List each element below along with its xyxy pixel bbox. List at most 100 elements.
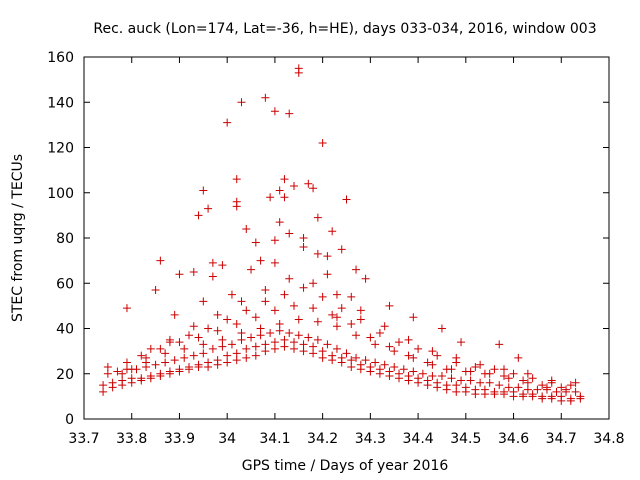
data-point <box>485 378 494 387</box>
data-point <box>347 292 356 301</box>
data-point <box>290 181 298 190</box>
data-point <box>261 340 270 349</box>
data-point <box>299 283 308 292</box>
data-point <box>504 383 513 392</box>
data-point <box>290 301 298 310</box>
data-point <box>471 362 480 371</box>
data-point <box>428 360 437 369</box>
data-point <box>385 342 394 351</box>
data-point <box>218 342 227 351</box>
data-point <box>332 344 341 353</box>
data-point <box>318 292 327 301</box>
data-point <box>232 319 241 328</box>
x-tick-label: 33.9 <box>164 431 195 447</box>
data-point <box>175 365 184 374</box>
data-point <box>247 333 256 342</box>
data-point <box>504 374 513 383</box>
data-point <box>380 322 389 331</box>
data-point <box>223 118 232 127</box>
data-point <box>299 234 308 242</box>
data-point <box>395 369 403 378</box>
data-point <box>161 349 170 358</box>
data-point <box>170 356 179 365</box>
data-point <box>175 270 184 279</box>
data-point <box>218 335 227 344</box>
data-point <box>500 387 508 396</box>
data-point <box>437 372 446 381</box>
data-point <box>519 376 528 385</box>
data-point <box>409 367 418 376</box>
data-point <box>118 376 127 385</box>
data-point <box>237 335 246 344</box>
data-point <box>332 322 341 331</box>
data-point <box>213 356 222 365</box>
data-point <box>418 369 427 378</box>
data-point <box>476 378 485 387</box>
data-point <box>395 338 403 347</box>
data-point <box>361 274 370 283</box>
data-point <box>142 358 151 367</box>
data-point <box>213 310 222 319</box>
data-point <box>137 351 146 360</box>
data-point <box>514 353 523 362</box>
data-point <box>328 227 337 236</box>
data-point <box>285 229 294 238</box>
data-point <box>533 385 542 394</box>
data-point <box>199 340 208 349</box>
data-point <box>476 360 485 369</box>
x-tick-label: 33.8 <box>116 431 147 447</box>
data-point <box>447 374 456 383</box>
plot-area: 33.7 33.8 33.9 34 34.1 34.2 34.3 34.4 34.5 34.6 34… <box>47 50 624 447</box>
y-tick-label: 40 <box>56 322 74 338</box>
data-point <box>375 329 384 338</box>
data-point <box>299 347 308 356</box>
data-point <box>156 256 165 265</box>
y-tick-label: 20 <box>56 367 74 383</box>
data-point <box>380 360 389 369</box>
x-tick-label: 34.2 <box>307 431 338 447</box>
data-point <box>538 392 547 401</box>
data-point <box>356 360 365 369</box>
data-point <box>304 179 313 188</box>
data-point <box>275 326 284 335</box>
data-point <box>275 218 284 227</box>
y-tick-label: 80 <box>56 231 74 247</box>
data-point <box>127 374 136 383</box>
data-point <box>309 349 318 358</box>
data-point <box>290 338 298 347</box>
data-point <box>299 243 308 252</box>
data-point <box>361 356 370 365</box>
data-point <box>208 258 217 267</box>
data-point <box>566 381 575 390</box>
x-tick-label: 34.1 <box>259 431 290 447</box>
x-tick-label: 34.3 <box>355 431 386 447</box>
x-tick-label: 34.5 <box>450 431 481 447</box>
data-point <box>509 369 518 378</box>
data-point <box>175 338 184 347</box>
data-point <box>318 347 327 356</box>
data-point <box>318 353 327 362</box>
data-point <box>185 362 193 371</box>
data-point <box>118 369 127 378</box>
data-point <box>247 265 256 274</box>
data-point <box>189 267 198 276</box>
data-point <box>204 324 213 333</box>
data-point <box>337 353 346 362</box>
data-point <box>280 290 289 299</box>
plot-frame <box>83 56 610 420</box>
data-point <box>270 338 279 347</box>
x-axis-ticks: 33.7 33.8 33.9 34 34.1 34.2 34.3 34.4 34.5 34.6 34… <box>68 57 625 447</box>
data-point <box>146 372 155 381</box>
data-point <box>428 372 437 381</box>
data-point <box>223 358 232 367</box>
x-tick-label: 34.7 <box>546 431 577 447</box>
data-point <box>251 351 260 360</box>
data-point <box>332 290 341 299</box>
data-point <box>103 362 112 371</box>
data-point <box>571 387 580 396</box>
data-point <box>433 378 442 387</box>
data-point <box>199 186 208 195</box>
data-point <box>294 315 303 324</box>
data-point <box>122 358 131 367</box>
x-tick-label: 34.8 <box>593 431 624 447</box>
